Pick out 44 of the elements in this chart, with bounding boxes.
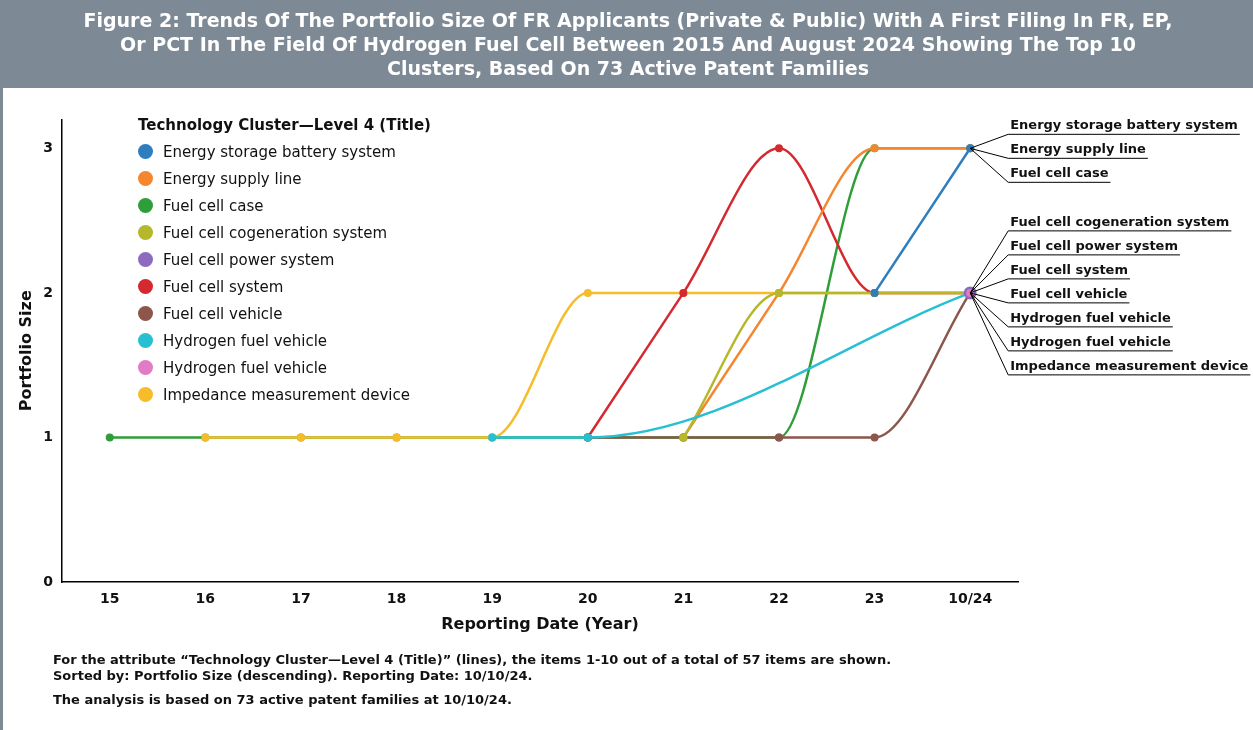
x-tick-label: 10/24 <box>948 590 993 607</box>
y-tick-label: 3 <box>43 138 53 155</box>
legend-label: Fuel cell cogeneration system <box>163 223 388 242</box>
x-tick-label: 22 <box>769 590 789 607</box>
text: Fuel cell case <box>1010 165 1109 181</box>
x-tick-label: 23 <box>864 590 885 607</box>
legend-label: Hydrogen fuel vehicle <box>163 331 328 350</box>
legend-label: Fuel cell vehicle <box>163 304 283 323</box>
text: Hydrogen fuel vehicle <box>1010 333 1171 349</box>
text: Hydrogen fuel vehicle <box>1010 309 1171 325</box>
point <box>583 288 592 297</box>
legend-label: Fuel cell case <box>163 196 264 215</box>
legend-label: Impedance measurement device <box>163 385 410 404</box>
y-tick-label: 2 <box>43 283 53 300</box>
x-tick-label: 18 <box>386 590 407 607</box>
text: For the attribute “Technology Cluster—Level 4 (Title)” (lines), the items 1-10 out of a total of 57 items are shown. Sorted by: Portfolio Size (descending). Reporting Date: 10/10/24. <box>53 652 892 684</box>
chart-title: Figure 2: Trends Of The Portfolio Size Of FR Applicants (Private & Public) With A First Filing In FR, EP, Or PCT In The Field Of Hydrogen Fuel Cell Between 2015 And August 2024 Showing The Top 10 Clusters, Based On 73 Active Patent Families <box>3 0 1253 88</box>
x-tick-label: 16 <box>195 590 216 607</box>
y-tick-label: 0 <box>43 572 54 589</box>
text: Energy supply line <box>1010 141 1146 157</box>
x-tick-label: 20 <box>578 590 598 607</box>
x-tick-label: 15 <box>100 590 120 607</box>
text: Impedance measurement device <box>1010 357 1249 373</box>
legend-label: Energy storage battery system <box>163 142 396 161</box>
text: The analysis is based on 73 active patent families at 10/10/24. <box>53 692 513 708</box>
y-tick-label: 1 <box>43 428 53 445</box>
x-axis-title: Reporting Date (Year) <box>441 613 639 633</box>
text: Fuel cell cogeneration system <box>1010 213 1230 229</box>
point <box>870 433 879 442</box>
point <box>774 144 783 153</box>
legend-label: Energy supply line <box>163 169 302 188</box>
text: Fuel cell vehicle <box>1010 285 1128 301</box>
x-tick-label: 21 <box>673 590 694 607</box>
text: Energy storage battery system <box>1010 117 1238 133</box>
x-tick-label: 17 <box>291 590 311 607</box>
x-tick-label: 19 <box>482 590 502 607</box>
y-axis-title: Portfolio Size <box>15 290 35 412</box>
legend-label: Fuel cell power system <box>163 250 335 269</box>
text: Fuel cell power system <box>1010 237 1178 253</box>
legend-title: Technology Cluster—Level 4 (Title) <box>138 116 431 134</box>
point <box>105 433 114 442</box>
text: Fuel cell system <box>1010 261 1128 277</box>
legend-label: Hydrogen fuel vehicle <box>163 358 328 377</box>
legend-label: Fuel cell system <box>163 277 284 296</box>
